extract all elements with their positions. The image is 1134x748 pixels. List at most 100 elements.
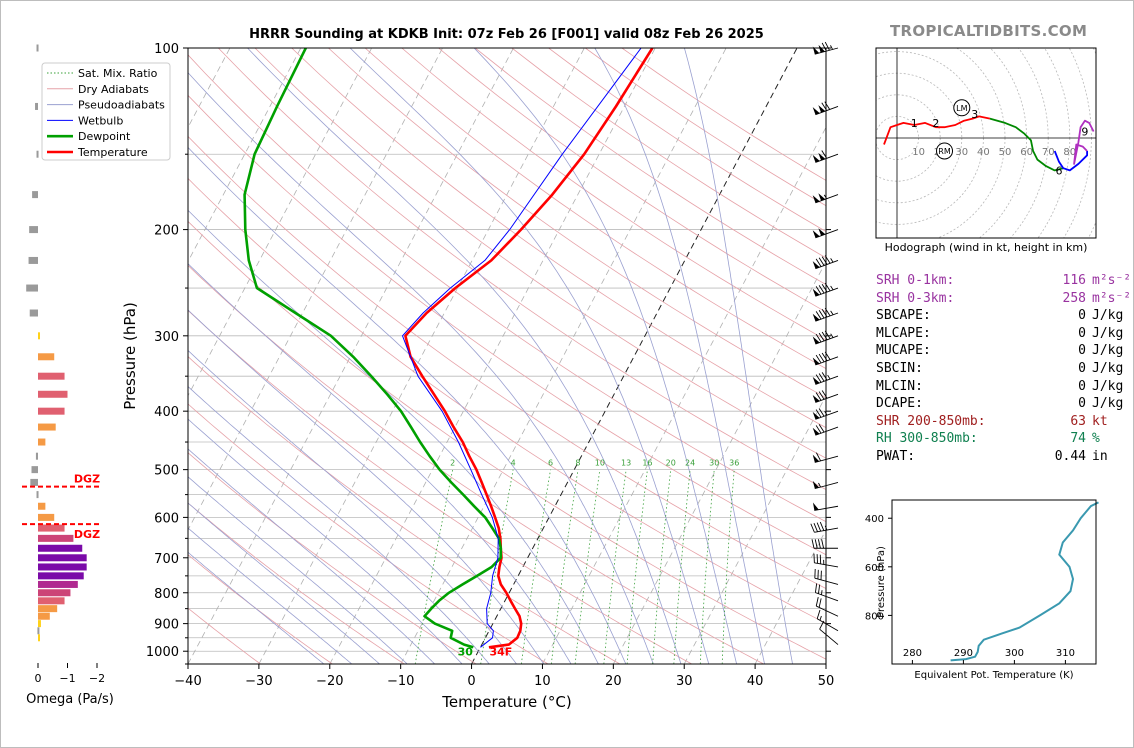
stat-value: 116 — [1062, 273, 1086, 288]
pseudoadiabat — [188, 386, 490, 664]
wind-barb-staff — [814, 577, 839, 585]
stat-value: 258 — [1062, 290, 1086, 306]
mixing-ratio-label: 8 — [575, 459, 580, 468]
pseudoadiabat — [188, 502, 380, 664]
wind-barb-flag — [812, 427, 820, 436]
stat-row: MLCIN: 0 J/kg — [876, 378, 1131, 396]
hodo-ring-label: 30 — [955, 147, 968, 158]
x-tick-label: 40 — [747, 674, 764, 689]
storm-motion-marker — [936, 142, 954, 160]
stat-label: SBCAPE: — [876, 308, 931, 324]
wind-barb-flag — [812, 411, 820, 420]
wind-barb-flag — [812, 336, 820, 345]
wind-barb-feather — [816, 522, 822, 532]
isotherm-line — [188, 48, 302, 263]
isotherm-line — [188, 48, 373, 397]
mixing-ratio-label: 36 — [729, 459, 739, 468]
hodo-height-label: 6 — [1056, 164, 1063, 177]
stat-row: SHR 200-850mb: 63 kt — [876, 413, 1131, 431]
omega-bar — [38, 554, 87, 562]
hodo-segment — [1053, 150, 1088, 172]
mixing-ratio-label: 4 — [511, 459, 516, 468]
omega-bar — [35, 452, 38, 460]
theta-e-panel: 400 600 800 280 290 300 310 Equivalent Pot. Tem… — [865, 499, 1099, 681]
wind-barb-feather — [824, 330, 831, 339]
hodo-ring-label: 80 — [1063, 147, 1076, 158]
wind-barbs — [810, 41, 839, 645]
hodo-segment — [989, 117, 1064, 172]
surface-dewpoint-label: 30 — [458, 645, 474, 658]
mixing-ratio-line — [521, 469, 551, 664]
isotherm-line — [329, 48, 656, 664]
y-axis-label: Pressure (hPa) — [121, 302, 139, 410]
stat-label: SHR 200-850mb: — [876, 413, 986, 429]
wind-barb-feather — [818, 598, 822, 608]
stat-unit: in — [1092, 448, 1108, 464]
dry-adiabat — [438, 48, 826, 313]
pseudoadiabat — [188, 349, 517, 664]
dewpoint-profile-line — [243, 48, 503, 649]
theta-e-y-tick-label: 600 — [865, 563, 884, 574]
dry-adiabat — [328, 48, 826, 399]
dgz-label: DGZ — [74, 528, 100, 541]
omega-bar — [38, 534, 74, 542]
mixing-ratio-label: 16 — [642, 459, 652, 468]
x-tick-label: −20 — [316, 674, 343, 689]
temperature-profile-line — [404, 48, 654, 649]
dry-adiabat — [188, 554, 333, 664]
stat-unit: J/kg — [1092, 396, 1124, 412]
wind-barb-feather — [824, 255, 831, 264]
wind-barb-half-feather — [824, 525, 828, 531]
legend-label: Sat. Mix. Ratio — [78, 67, 158, 80]
dry-adiabat — [188, 94, 826, 556]
stat-value: 0 — [1078, 343, 1086, 359]
wind-barb-staff — [814, 47, 839, 55]
omega-bar — [28, 256, 38, 264]
omega-tick-label: −1 — [59, 672, 75, 685]
omega-tick-label: −2 — [89, 672, 105, 685]
wind-barb-half-feather — [823, 194, 828, 199]
hodo-height-label: 1 — [911, 117, 918, 130]
x-axis-label: Temperature (°C) — [441, 693, 571, 711]
stat-unit: J/kg — [1092, 325, 1124, 341]
omega-bar — [38, 634, 40, 642]
omega-bar — [38, 544, 83, 552]
hodo-ring-label: 10 — [912, 147, 925, 158]
wind-barb-feather — [818, 424, 825, 433]
wind-barb-feather — [819, 620, 825, 630]
pseudoadiabat — [188, 72, 654, 664]
wind-barb-half-feather — [830, 258, 834, 263]
mixing-ratio-label: 20 — [666, 459, 676, 468]
skewt-profiles — [243, 48, 654, 649]
legend-label: Pseudoadiabats — [78, 99, 165, 112]
wind-barb-feather — [821, 256, 828, 265]
hodo-segment — [883, 115, 991, 145]
pseudoadiabat — [188, 263, 572, 664]
omega-bar — [38, 563, 87, 571]
hodo-height-label: 2 — [932, 117, 939, 130]
theta-e-x-axis-label: Equivalent Pot. Temperature (K) — [914, 670, 1073, 681]
x-tick-label: −30 — [245, 674, 272, 689]
dry-adiabat — [218, 48, 826, 491]
wind-barb-flag — [812, 313, 820, 322]
isotherm-line — [400, 48, 727, 664]
stat-label: RH 300-850mb: — [876, 431, 978, 447]
stat-value: 74 — [1070, 431, 1086, 447]
wind-barb-feather — [824, 307, 831, 317]
wind-barb-feather — [821, 372, 828, 381]
wind-barb-flag — [812, 502, 819, 511]
chart-title: HRRR Sounding at KDKB Init: 07z Feb 26 [… — [249, 27, 764, 42]
wind-barb-staff — [814, 527, 839, 533]
wind-barb-half-feather — [830, 333, 834, 338]
wind-barb-half-feather — [830, 310, 834, 316]
y-tick-label: 100 — [154, 42, 179, 57]
stat-row: SRH 0-3km: 258 m²s⁻² — [876, 290, 1131, 308]
wind-barb-half-feather — [827, 374, 831, 380]
isotherm-line — [258, 48, 585, 664]
theta-e-y-axis-label: Pressure (hPa) — [876, 546, 887, 618]
wind-barb-feather — [821, 102, 828, 111]
wind-barb-feather — [815, 392, 822, 401]
stat-value: 0 — [1078, 308, 1086, 324]
y-tick-label: 200 — [154, 224, 179, 239]
omega-tick-label: 0 — [35, 672, 42, 685]
